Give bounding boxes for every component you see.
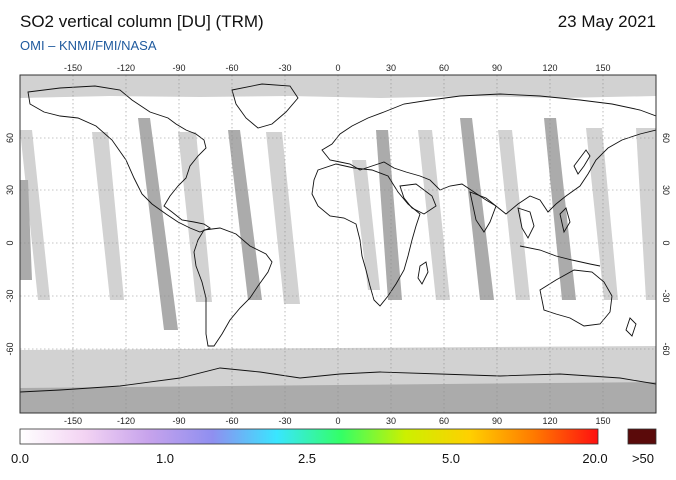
lon-tick-top: -120	[117, 63, 135, 73]
lat-tick-right: 30	[661, 185, 671, 195]
madagascar-coast	[417, 261, 429, 285]
lon-tick-top: 60	[439, 63, 449, 73]
philippines-coast	[559, 207, 571, 234]
southeast-asia-coast	[517, 207, 535, 239]
lat-tick-left: 60	[5, 133, 15, 143]
colorbar	[19, 428, 599, 445]
south-america-coast	[193, 227, 273, 347]
lon-tick-bottom: 0	[335, 416, 340, 426]
lon-tick-bottom: -150	[64, 416, 82, 426]
lat-tick-left: -30	[5, 289, 15, 302]
colorbar-label: 20.0	[582, 451, 608, 466]
data-source-credit: OMI – KNMI/FMI/NASA	[20, 38, 157, 53]
lon-tick-top: 150	[595, 63, 610, 73]
lon-tick-bottom: 90	[492, 416, 502, 426]
australia-coast	[539, 269, 613, 327]
lon-tick-top: -30	[278, 63, 291, 73]
colorbar-label: 2.5	[297, 451, 317, 466]
lon-tick-top: 30	[386, 63, 396, 73]
map-gridlines	[20, 75, 656, 413]
lat-tick-right: 0	[661, 240, 671, 245]
colorbar-label: 0.0	[10, 451, 30, 466]
lat-tick-right: 60	[661, 133, 671, 143]
lon-tick-bottom: 120	[542, 416, 557, 426]
lon-tick-bottom: -90	[172, 416, 185, 426]
map-area	[20, 75, 656, 413]
lat-tick-right: -30	[661, 289, 671, 302]
lon-tick-bottom: -60	[225, 416, 238, 426]
antarctica-coast	[20, 367, 656, 393]
map-frame	[19, 74, 657, 414]
europe-asia-coast	[321, 93, 656, 215]
japan-coast	[573, 149, 591, 175]
north-america-coast	[27, 85, 211, 233]
lon-tick-top: -90	[172, 63, 185, 73]
map-title: SO2 vertical column [DU] (TRM)	[20, 12, 264, 31]
new-zealand-coast	[625, 317, 637, 337]
lat-tick-left: 30	[5, 185, 15, 195]
lon-tick-bottom: 150	[595, 416, 610, 426]
colorbar-overflow-swatch	[627, 428, 657, 445]
lon-tick-bottom: 60	[439, 416, 449, 426]
lon-tick-top: -60	[225, 63, 238, 73]
lon-tick-bottom: -30	[278, 416, 291, 426]
lon-tick-bottom: 30	[386, 416, 396, 426]
night-bands	[20, 118, 656, 413]
lon-tick-bottom: -120	[117, 416, 135, 426]
lon-tick-top: 120	[542, 63, 557, 73]
lon-tick-top: -150	[64, 63, 82, 73]
lat-tick-right: -60	[661, 342, 671, 355]
arabia-coast	[399, 183, 437, 215]
colorbar-overflow-label: >50	[631, 451, 655, 466]
lon-tick-top: 0	[335, 63, 340, 73]
colorbar-label: 5.0	[441, 451, 461, 466]
map-date: 23 May 2021	[557, 12, 656, 31]
indonesia-coast	[519, 245, 601, 267]
india-coast	[469, 191, 497, 233]
lat-tick-left: 0	[5, 240, 15, 245]
colorbar-label: 1.0	[155, 451, 175, 466]
lat-tick-left: -60	[5, 342, 15, 355]
greenland-coast	[231, 83, 299, 129]
lon-tick-top: 90	[492, 63, 502, 73]
